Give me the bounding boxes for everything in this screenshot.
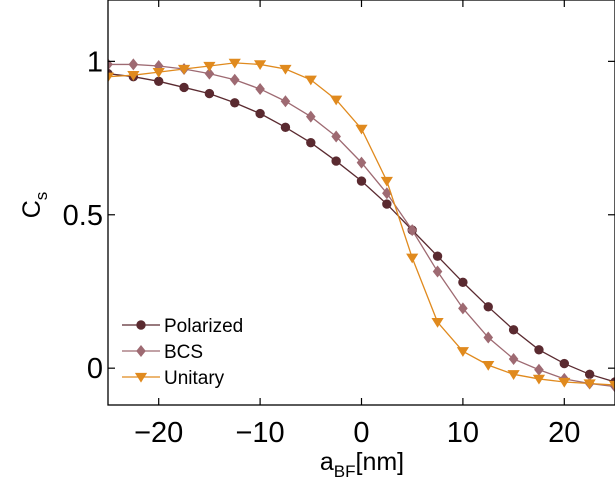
data-point	[532, 374, 546, 385]
y-tick-label: 1	[87, 46, 103, 78]
data-point	[204, 67, 215, 80]
x-tick-label: 20	[548, 417, 580, 449]
data-point	[407, 224, 418, 237]
legend-label: Polarized	[164, 316, 243, 337]
data-point	[380, 176, 393, 187]
series-line	[108, 63, 615, 388]
legend-label: Unitary	[164, 368, 225, 389]
data-point	[584, 369, 595, 380]
axes-layer	[107, 0, 615, 406]
data-point	[253, 60, 267, 71]
legend-item-unitary: Unitary	[122, 368, 225, 389]
data-point	[382, 187, 392, 200]
data-point	[355, 124, 368, 135]
series-polarized	[108, 68, 615, 387]
data-point	[279, 64, 292, 75]
data-point	[108, 72, 115, 83]
y-tick-label: 0	[87, 353, 103, 385]
legend-label: BCS	[164, 342, 203, 363]
data-point	[255, 108, 265, 119]
x-tick-label: −10	[235, 417, 284, 449]
data-point	[508, 352, 519, 365]
x-tick-label: −20	[134, 417, 183, 449]
x-tick-label: 0	[353, 417, 369, 449]
x-tick-label: 10	[447, 417, 479, 449]
data-point	[483, 331, 494, 344]
data-point	[382, 199, 392, 209]
data-point	[177, 64, 191, 75]
data-point	[331, 156, 341, 166]
data-point	[228, 58, 241, 69]
data-point	[608, 380, 615, 391]
data-point	[179, 82, 189, 93]
data-point	[456, 347, 470, 357]
data-point	[483, 302, 493, 312]
data-point	[255, 82, 265, 95]
data-point	[306, 137, 316, 148]
data-point	[583, 379, 596, 390]
data-point	[534, 363, 544, 376]
data-point	[230, 98, 240, 108]
series-layer	[108, 58, 615, 393]
data-point	[432, 251, 443, 261]
data-point	[203, 61, 216, 72]
legend: Polarized BCS Unitary	[122, 316, 243, 389]
data-point	[127, 71, 140, 81]
data-point	[229, 73, 240, 86]
data-point	[280, 95, 291, 108]
legend-marker	[134, 372, 148, 383]
legend-item-polarized: Polarized	[122, 316, 243, 337]
data-point	[330, 95, 343, 106]
data-point	[154, 76, 164, 87]
y-axis-label: Cs	[18, 192, 51, 219]
data-point	[458, 302, 468, 315]
legend-marker	[136, 344, 146, 358]
data-point	[458, 277, 468, 287]
legend-marker	[136, 320, 146, 330]
data-point	[482, 360, 495, 371]
data-point	[432, 265, 443, 278]
data-point	[508, 325, 519, 335]
data-point	[431, 318, 444, 328]
data-point	[558, 377, 571, 388]
data-point	[280, 122, 291, 133]
data-point	[559, 358, 569, 369]
axis-labels: −20 −10 0 10 20 0 0.5 1 aBF[nm] Cs	[18, 46, 580, 481]
data-point	[507, 370, 520, 380]
series-unitary	[108, 58, 615, 391]
x-axis-label: aBF[nm]	[320, 448, 404, 481]
data-point	[305, 110, 316, 123]
y-tick-label: 0.5	[63, 200, 103, 232]
data-point	[356, 156, 367, 169]
data-point	[152, 67, 165, 78]
data-point	[356, 176, 367, 186]
data-point	[331, 130, 341, 143]
data-point	[128, 58, 139, 71]
data-point	[406, 253, 419, 264]
legend-item-bcs: BCS	[122, 342, 203, 363]
data-point	[204, 88, 215, 99]
data-point	[304, 75, 317, 86]
data-point	[534, 345, 544, 355]
